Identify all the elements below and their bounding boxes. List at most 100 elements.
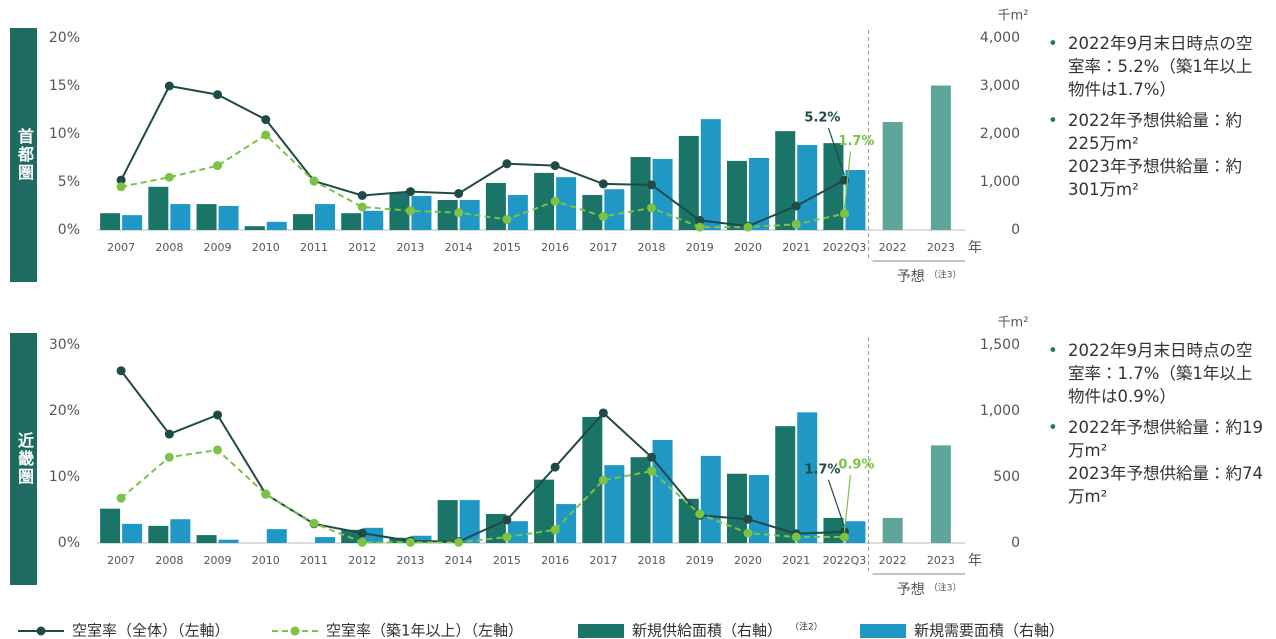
- point: [550, 525, 560, 535]
- x-tick-label: 2016: [541, 554, 569, 567]
- line: [120, 84, 845, 228]
- y2-tick-label: 3,000: [980, 78, 1020, 94]
- bar: [556, 504, 577, 543]
- bar: [389, 537, 410, 543]
- x-tick-label: 2014: [445, 554, 473, 567]
- legend-label: 空室率（全体）（左軸）: [72, 622, 230, 639]
- point: [405, 537, 415, 547]
- data-label: 1.7%: [804, 462, 840, 477]
- x-tick-label: 2012: [348, 554, 376, 567]
- x-axis-label: 年: [968, 240, 982, 256]
- point: [164, 429, 174, 439]
- bar: [148, 525, 169, 543]
- x-tick-label: 2021: [782, 241, 810, 254]
- bar: [534, 479, 555, 543]
- note-line: 2022年9月末日時点の空室率：1.7%（築1年以上物件は0.9%）: [1068, 341, 1253, 406]
- forecast-note: （注3）: [929, 582, 962, 594]
- bar: [749, 158, 769, 230]
- x-tick-label: 2008: [155, 241, 183, 254]
- forecast-label: 予想: [897, 269, 925, 285]
- x-tick-label: 2010: [252, 241, 280, 254]
- point: [695, 509, 705, 519]
- x-tick-label: 2013: [396, 554, 424, 567]
- point: [839, 209, 849, 219]
- region-label: 近畿圏: [15, 431, 34, 486]
- point: [647, 180, 657, 190]
- x-tick-label: 2020: [734, 554, 762, 567]
- point: [116, 182, 126, 192]
- point: [116, 366, 126, 376]
- bar: [845, 521, 866, 543]
- bar: [100, 213, 121, 230]
- x-tick-label: 2008: [155, 554, 183, 567]
- bar: [797, 145, 818, 230]
- point: [598, 212, 608, 222]
- x-tick-label: 2007: [107, 241, 135, 254]
- point: [502, 214, 512, 224]
- point: [647, 452, 657, 462]
- bar: [507, 521, 528, 543]
- label-leader: [843, 474, 852, 533]
- bar: [266, 221, 287, 230]
- note-line: 2023年予想供給量：約301万m²: [1068, 157, 1242, 199]
- y-tick-label: 10%: [49, 469, 80, 485]
- x-tick-label: 2019: [686, 241, 714, 254]
- x-tick-label: 2014: [445, 241, 473, 254]
- x-tick-label: 2019: [686, 554, 714, 567]
- point: [502, 159, 512, 169]
- point: [791, 532, 801, 542]
- bar: [437, 500, 458, 543]
- y-tick-label: 10%: [49, 126, 80, 142]
- forecast-note: （注3）: [929, 269, 962, 281]
- bar: [678, 498, 699, 543]
- bar: [630, 457, 651, 543]
- point: [791, 201, 801, 211]
- point: [695, 215, 705, 225]
- point: [213, 90, 223, 100]
- bar: [293, 214, 313, 230]
- bar: [389, 193, 410, 230]
- legend-swatch-dot: [36, 626, 46, 636]
- point: [598, 408, 608, 418]
- bar: [196, 204, 217, 230]
- forecast-label: 予想: [897, 582, 925, 598]
- legend-label: 空室率（築1年以上）（左軸）: [326, 622, 523, 639]
- y-tick-label: 15%: [49, 78, 80, 94]
- note-line: 2022年9月末日時点の空室率：5.2%（築1年以上物件は1.7%）: [1068, 34, 1253, 99]
- label-leader: [827, 127, 846, 176]
- bar: [930, 445, 951, 543]
- x-tick-label: 2021: [782, 554, 810, 567]
- point: [357, 190, 367, 200]
- bar: [196, 535, 217, 543]
- point: [647, 203, 657, 213]
- region-label: 首都圏: [15, 127, 35, 182]
- point: [357, 528, 367, 538]
- x-tick-label: 2015: [493, 554, 521, 567]
- point: [164, 81, 174, 91]
- point: [164, 172, 174, 182]
- note-line: 2023年予想供給量：約74万m²: [1068, 464, 1263, 506]
- x-tick-label: 2022: [879, 554, 907, 567]
- x-tick-label: 2015: [493, 241, 521, 254]
- bar: [678, 135, 699, 230]
- point: [213, 445, 223, 455]
- bar: [775, 131, 796, 230]
- point: [213, 410, 223, 420]
- note: 2022年9月末日時点の空室率：5.2%（築1年以上物件は1.7%）: [1046, 32, 1268, 101]
- point: [454, 537, 464, 547]
- bar: [148, 186, 169, 230]
- x-tick-label: 2023: [927, 554, 955, 567]
- point: [743, 514, 753, 524]
- data-label: 0.9%: [838, 458, 874, 473]
- y2-tick-label: 0: [1011, 535, 1020, 551]
- bar: [437, 200, 458, 230]
- bar: [604, 189, 625, 230]
- bar: [315, 537, 335, 543]
- bar: [556, 177, 577, 230]
- y-tick-label: 0%: [58, 535, 80, 551]
- bar: [630, 157, 651, 230]
- y2-axis-label: 千m²: [998, 316, 1029, 331]
- bar: [485, 513, 506, 543]
